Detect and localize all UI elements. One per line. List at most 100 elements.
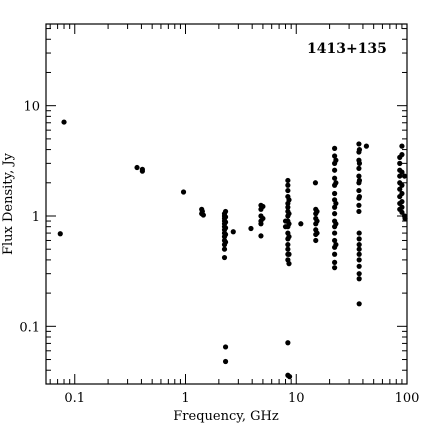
data-point <box>356 230 362 236</box>
data-point <box>332 167 338 173</box>
data-point <box>356 242 362 248</box>
data-point <box>332 153 338 159</box>
data-point <box>260 215 266 222</box>
data-point <box>286 261 292 267</box>
data-point <box>222 219 229 225</box>
data-point <box>397 160 403 166</box>
x-tick-label: 10 <box>288 391 305 406</box>
data-point <box>222 214 229 220</box>
data-point <box>333 221 339 227</box>
axis-tick-labels: 0.1 1 10 100 0.1 1 10 <box>19 100 419 406</box>
data-point <box>356 263 362 269</box>
data-point <box>332 265 338 271</box>
data-point <box>399 182 405 188</box>
data-point <box>397 186 403 192</box>
data-point <box>222 231 229 238</box>
data-point <box>356 271 362 277</box>
data-point <box>298 221 304 227</box>
data-point <box>286 234 292 240</box>
data-point <box>332 175 338 181</box>
data-point <box>286 374 293 380</box>
data-point <box>332 145 338 151</box>
data-point <box>356 141 362 147</box>
data-point <box>332 190 338 197</box>
data-point <box>356 202 362 208</box>
data-point <box>222 239 229 245</box>
data-point <box>333 242 339 248</box>
data-point <box>180 189 187 195</box>
x-tick-label: 1 <box>181 391 189 406</box>
data-point <box>222 358 229 365</box>
data-point <box>285 177 291 184</box>
data-point <box>286 211 292 217</box>
data-point <box>230 229 236 235</box>
data-point <box>313 237 319 244</box>
data-point <box>356 236 362 242</box>
data-point <box>356 160 363 166</box>
data-point <box>402 215 408 222</box>
data-point <box>134 164 140 171</box>
data-point <box>356 251 362 257</box>
data-point <box>399 204 405 210</box>
data-point <box>314 218 320 224</box>
data-point <box>332 230 338 236</box>
data-point <box>399 152 405 158</box>
data-point <box>333 180 339 186</box>
data-point <box>200 212 206 218</box>
data-point <box>356 193 363 200</box>
data-point <box>401 173 408 179</box>
x-tick-label: 0.1 <box>64 391 85 406</box>
data-point <box>399 209 405 215</box>
data-point <box>332 211 338 217</box>
data-point <box>258 233 264 239</box>
data-point <box>258 221 264 227</box>
data-point <box>332 259 338 265</box>
data-point <box>397 173 403 179</box>
data-point <box>57 231 63 237</box>
data-point <box>222 208 229 215</box>
data-point <box>285 340 291 346</box>
data-point <box>333 157 339 163</box>
data-point <box>285 242 291 248</box>
data-point <box>285 182 291 188</box>
data-point <box>356 177 363 184</box>
data-point <box>314 230 320 236</box>
data-point <box>139 166 145 172</box>
y-tick-label: 10 <box>23 100 40 115</box>
source-label: 1413+135 <box>307 41 387 57</box>
data-point <box>356 301 362 307</box>
data-point <box>399 143 405 149</box>
data-points <box>57 119 408 380</box>
data-point <box>356 146 363 153</box>
data-point <box>312 180 319 186</box>
data-point <box>222 344 229 350</box>
x-tick-label: 100 <box>395 391 420 406</box>
data-point <box>333 200 339 207</box>
data-point <box>286 197 292 203</box>
data-point <box>399 169 405 175</box>
data-point <box>356 208 362 215</box>
data-point <box>399 199 405 205</box>
x-axis-title: Frequency, GHz <box>173 409 279 424</box>
data-point <box>356 165 362 172</box>
data-point <box>314 208 320 215</box>
data-point <box>222 225 229 231</box>
data-point <box>286 251 292 257</box>
data-point <box>356 276 362 282</box>
data-point <box>286 221 292 227</box>
data-point <box>356 187 362 194</box>
data-point <box>356 173 362 179</box>
data-point <box>363 143 370 149</box>
y-tick-label: 1 <box>32 210 40 225</box>
data-point <box>285 187 291 194</box>
data-point <box>332 237 338 244</box>
data-point <box>221 254 228 261</box>
y-tick-label: 0.1 <box>19 320 40 335</box>
axis-ticks <box>46 24 408 385</box>
data-point <box>61 119 67 125</box>
data-point <box>332 251 338 257</box>
data-point <box>221 246 228 252</box>
data-point <box>285 246 291 252</box>
data-point <box>248 225 254 232</box>
